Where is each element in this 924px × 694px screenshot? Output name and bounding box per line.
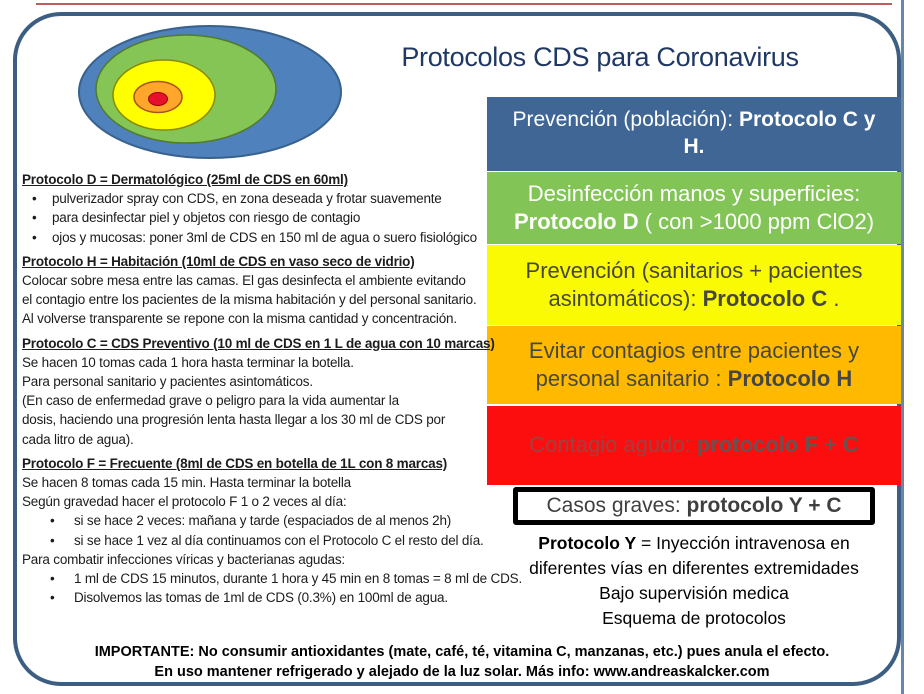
protocol-y-line2: diferentes vías en diferentes extremidad…: [529, 558, 859, 578]
box-prevention-population-text: Prevención (población): Protocolo C y H.: [512, 108, 876, 158]
top-red-line: [36, 3, 892, 5]
text-line: dosis, haciendo una progresión lenta has…: [22, 412, 446, 428]
protocol-h-heading: Protocolo H = Habitación (10ml de CDS en…: [22, 253, 415, 269]
text-line: Se hacen 8 tomas cada 15 min. Hasta term…: [22, 475, 351, 491]
bullet-item: si se hace 1 vez al día continuamos con …: [22, 531, 494, 550]
box-severe-cases: Casos graves: protocolo Y + C: [513, 487, 875, 525]
protocols-text-column: Protocolo D = Dermatológico (25ml de CDS…: [22, 170, 522, 608]
footer: IMPORTANTE: No consumir antioxidantes (m…: [0, 642, 924, 682]
website-url: www.andreaskalcker.com: [593, 664, 770, 680]
protocol-d-heading: Protocolo D = Dermatológico (25ml de CDS…: [22, 172, 348, 187]
box-avoid-contagion: Evitar contagios entre pacientes y perso…: [487, 326, 901, 404]
footer-storage-line: En uso mantener refrigerado y alejado de…: [154, 664, 770, 680]
protocol-y-line4: Esquema de protocolos: [602, 608, 786, 628]
right-edge-line: [901, 0, 904, 694]
bullet-item: pulverizador spray con CDS, en zona dese…: [22, 189, 494, 208]
text-line: Para personal sanitario y pacientes asin…: [22, 374, 313, 390]
bullet-item: Disolvemos las tomas de 1ml de CDS (0.3%…: [22, 588, 494, 607]
footer-important-line: IMPORTANTE: No consumir antioxidantes (m…: [94, 644, 830, 660]
text-line: Para combatir infecciones víricas y bact…: [22, 551, 345, 567]
protocol-y-line3: Bajo supervisión medica: [599, 583, 789, 603]
bullet-item: para desinfectar piel y objetos con ries…: [22, 208, 494, 227]
protocol-f-heading: Protocolo F = Frecuente (8ml de CDS en b…: [22, 455, 448, 471]
bullet-item: ojos y mucosas: poner 3ml de CDS en 150 …: [22, 228, 494, 247]
nested-ellipses-diagram: [78, 25, 342, 159]
bullet-item: 1 ml de CDS 15 minutos, durante 1 hora y…: [22, 569, 522, 588]
bullet-item: si se hace 2 veces: mañana y tarde (espa…: [22, 511, 494, 530]
box-prevention-sanitarios-text: Prevención (sanitarios + pacientes asint…: [525, 257, 863, 311]
protocol-y-note: Protocolo Y = Inyección intravenosa en d…: [487, 531, 901, 631]
text-line: Según gravedad hacer el protocolo F 1 o …: [22, 494, 347, 510]
text-line: Colocar sobre mesa entre las camas. El g…: [22, 273, 466, 289]
protocol-c-heading: Protocolo C = CDS Preventivo (10 ml de C…: [22, 335, 495, 351]
box-avoid-contagion-text: Evitar contagios entre pacientes y perso…: [528, 337, 860, 391]
box-disinfection-text: Desinfección manos y superficies: Protoc…: [513, 180, 875, 234]
text-line: Al volverse transparente se repone con l…: [22, 311, 457, 327]
page-title: Protocolos CDS para Coronavirus: [401, 42, 799, 72]
box-prevention-sanitarios: Prevención (sanitarios + pacientes asint…: [487, 245, 901, 325]
box-acute-contagion-text: Contagio agudo: protocolo F + C: [529, 432, 859, 458]
text-line: (En caso de enfermedad grave o peligro p…: [22, 393, 399, 409]
box-severe-cases-text: Casos graves: protocolo Y + C: [546, 493, 842, 517]
box-acute-contagion: Contagio agudo: protocolo F + C: [487, 406, 901, 485]
text-line: Se hacen 10 tomas cada 1 hora hasta term…: [22, 354, 354, 370]
ring-center-red: [148, 92, 168, 106]
text-line: cada litro de agua).: [22, 431, 134, 447]
protocol-y-line1: Protocolo Y = Inyección intravenosa en: [538, 533, 850, 553]
box-prevention-population: Prevención (población): Protocolo C y H.: [487, 97, 901, 171]
text-line: el contagio entre los pacientes de la mi…: [22, 292, 477, 308]
box-disinfection-hands-surfaces: Desinfección manos y superficies: Protoc…: [487, 172, 901, 244]
